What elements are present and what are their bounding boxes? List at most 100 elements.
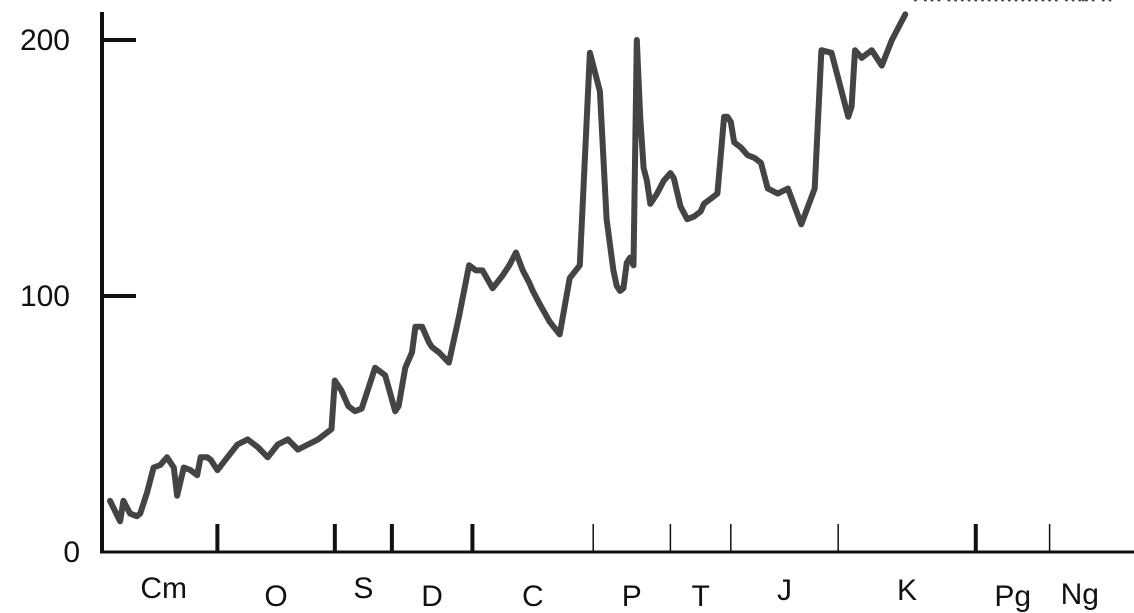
- data-point: [347, 405, 350, 408]
- data-point: [625, 261, 628, 264]
- data-point: [739, 146, 742, 149]
- data-point: [615, 284, 618, 287]
- data-point: [528, 282, 531, 285]
- data-point: [776, 192, 779, 195]
- data-point: [947, 0, 950, 2]
- data-point: [830, 51, 833, 54]
- data-point: [172, 466, 175, 469]
- data-point: [182, 466, 185, 469]
- data-point: [152, 466, 155, 469]
- period-label-o: O: [264, 580, 287, 613]
- data-point: [1085, 0, 1088, 2]
- data-point: [1072, 0, 1075, 2]
- series-line-layer: [109, 0, 1112, 523]
- data-point: [266, 456, 269, 459]
- data-point: [558, 333, 561, 336]
- period-label-k: K: [897, 574, 917, 607]
- data-point: [360, 407, 363, 410]
- data-point: [431, 346, 434, 349]
- data-point: [421, 325, 424, 328]
- data-point: [692, 215, 695, 218]
- data-point: [307, 443, 310, 446]
- data-point: [1055, 0, 1058, 2]
- data-point: [119, 520, 122, 523]
- data-point: [135, 515, 138, 518]
- data-point: [870, 49, 873, 52]
- period-label-p: P: [622, 580, 642, 613]
- data-point: [642, 167, 645, 170]
- data-point: [699, 210, 702, 213]
- data-point: [226, 456, 229, 459]
- data-point: [807, 205, 810, 208]
- data-point: [109, 499, 112, 502]
- data-point: [166, 456, 169, 459]
- data-point: [753, 156, 756, 159]
- data-point: [662, 179, 665, 182]
- data-point: [813, 187, 816, 190]
- data-point: [598, 90, 601, 93]
- data-point: [189, 469, 192, 472]
- data-point: [1092, 0, 1095, 2]
- data-point: [703, 202, 706, 205]
- data-point: [937, 0, 940, 2]
- data-point: [538, 302, 541, 305]
- data-point: [458, 315, 461, 318]
- x-axis-period-boundaries: [217, 524, 1049, 552]
- data-point: [924, 0, 927, 2]
- data-point: [961, 0, 964, 2]
- data-point: [820, 49, 823, 52]
- data-point: [843, 103, 846, 106]
- data-point: [1065, 0, 1068, 2]
- data-point: [931, 0, 934, 2]
- data-point: [317, 438, 320, 441]
- data-point: [786, 187, 789, 190]
- data-point: [394, 410, 397, 413]
- data-point: [468, 264, 471, 267]
- data-point: [578, 264, 581, 267]
- data-point: [629, 256, 632, 259]
- data-point: [847, 115, 850, 118]
- data-point: [968, 0, 971, 2]
- data-point: [649, 202, 652, 205]
- data-point: [276, 443, 279, 446]
- data-point: [139, 512, 142, 515]
- data-point: [914, 0, 917, 2]
- y-axis-ticks: 0 100 200: [20, 24, 136, 569]
- data-point: [746, 154, 749, 157]
- data-point: [686, 218, 689, 221]
- data-point: [760, 161, 763, 164]
- data-point: [709, 197, 712, 200]
- data-point: [323, 433, 326, 436]
- data-point: [588, 51, 591, 54]
- data-point: [206, 456, 209, 459]
- data-point: [176, 494, 179, 497]
- data-point: [491, 287, 494, 290]
- data-point: [568, 277, 571, 280]
- data-point: [612, 269, 615, 272]
- data-point: [246, 438, 249, 441]
- data-point: [669, 172, 672, 175]
- data-point: [619, 289, 622, 292]
- data-point: [367, 387, 370, 390]
- series-line: [110, 14, 905, 521]
- period-label-ng: Ng: [1061, 578, 1099, 611]
- period-label-c: C: [522, 580, 544, 613]
- data-point: [639, 115, 642, 118]
- data-point: [521, 269, 524, 272]
- data-point: [672, 177, 675, 180]
- data-point: [1028, 0, 1031, 2]
- data-point: [145, 492, 148, 495]
- data-point: [1078, 0, 1081, 2]
- data-point: [766, 187, 769, 190]
- data-point: [605, 218, 608, 221]
- data-point: [632, 264, 635, 267]
- data-point: [854, 49, 857, 52]
- data-point: [656, 192, 659, 195]
- data-point: [635, 39, 638, 42]
- data-point: [447, 361, 450, 364]
- y-tick-label: 0: [63, 536, 80, 569]
- data-point: [645, 179, 648, 182]
- data-point: [723, 115, 726, 118]
- data-point: [340, 389, 343, 392]
